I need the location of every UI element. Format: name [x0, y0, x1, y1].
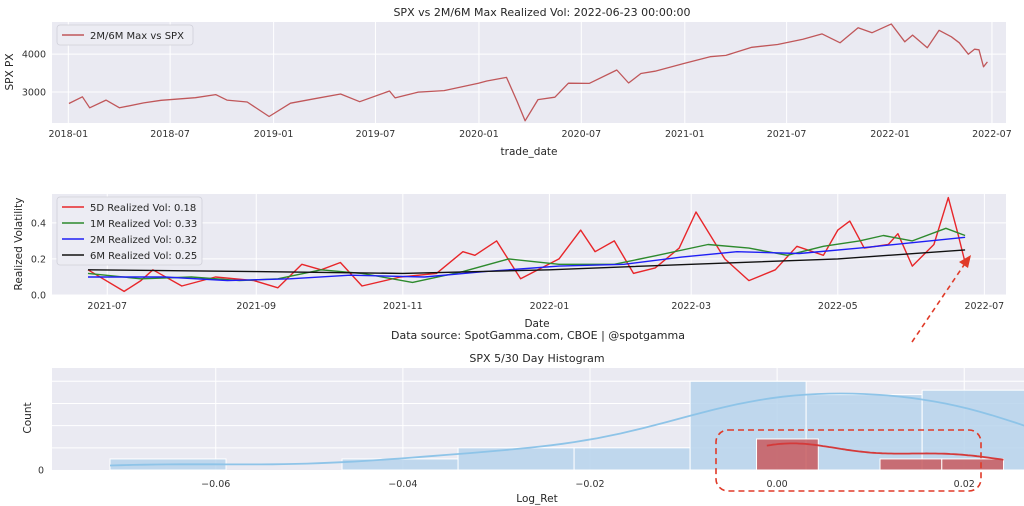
x-tick-label: 2022-07 [965, 301, 1005, 312]
source-note: Data source: SpotGamma.com, CBOE | @spot… [391, 329, 685, 342]
x-tick-label: −0.06 [201, 479, 230, 490]
chart-title-hist: SPX 5/30 Day Histogram [469, 352, 604, 365]
x-ticks-spx: 2018-01 2018-07 2019-01 2019-07 2020-01 2020-… [48, 129, 1011, 140]
y-axis-label-vol: Realized Volatility [13, 198, 25, 291]
legend-label-5d: 5D Realized Vol: 0.18 [90, 203, 196, 214]
y-tick-label: 4000 [22, 50, 46, 61]
x-tick-label: 2021-09 [236, 301, 276, 312]
y-tick-label: 0 [38, 466, 44, 477]
x-tick-label: 2018-07 [150, 129, 190, 140]
histogram-bar [573, 447, 691, 471]
grid-spx [52, 22, 1006, 123]
legend-label-2m: 2M Realized Vol: 0.32 [90, 235, 197, 246]
chart-title-spx: SPX vs 2M/6M Max Realized Vol: 2022-06-2… [393, 6, 690, 19]
x-axis-label-vol: Date [524, 318, 549, 330]
spx-price-chart: SPX vs 2M/6M Max Realized Vol: 2022-06-2… [4, 6, 1012, 158]
plot-area-spx [52, 22, 1006, 123]
x-tick-label: 2021-07 [767, 129, 807, 140]
kde-curve-30day [109, 392, 1024, 467]
legend-box-spx [56, 24, 194, 46]
x-tick-label: 2021-07 [87, 301, 127, 312]
y-tick-label: 0.0 [31, 291, 46, 302]
series-vol [87, 196, 966, 293]
y-tick-label: 3000 [22, 87, 46, 98]
histogram-chart: SPX 5/30 Day Histogram −0.06 −0.04 −0.02 0.… [22, 352, 1024, 505]
x-tick-label: −0.04 [388, 479, 417, 490]
histogram-bar [941, 458, 1005, 471]
series-spx [68, 23, 988, 122]
kde-curve-5day [766, 442, 1004, 461]
x-tick-label: 2022-03 [671, 301, 711, 312]
legend-box-vol [56, 196, 203, 266]
y-ticks-vol: 0.0 0.2 0.4 [31, 218, 46, 301]
legend-label-6m: 6M Realized Vol: 0.25 [90, 251, 197, 262]
annotation-arrow-head [959, 255, 971, 268]
series-line-4 [87, 249, 966, 275]
annotation-arrow-line [911, 261, 967, 343]
x-axis-label-hist: Log_Ret [516, 493, 557, 505]
x-tick-label: 2018-01 [48, 129, 88, 140]
x-tick-label: 2020-01 [459, 129, 499, 140]
highlight-box [715, 429, 982, 492]
x-tick-label: 2022-01 [530, 301, 570, 312]
x-axis-label-spx: trade_date [501, 146, 558, 158]
histogram-bar [805, 394, 923, 471]
x-tick-label: 2021-11 [383, 301, 423, 312]
legend-label-1m: 1M Realized Vol: 0.33 [90, 219, 197, 230]
legend-vol: 5D Realized Vol: 0.18 1M Realized Vol: 0… [56, 196, 203, 266]
y-ticks-spx: 3000 4000 [22, 50, 46, 99]
legend-spx: 2M/6M Max vs SPX [56, 24, 194, 46]
x-tick-label: 2021-01 [665, 129, 705, 140]
x-tick-label: 0.00 [767, 479, 788, 490]
x-tick-label: 2019-07 [356, 129, 396, 140]
series-line-3 [88, 236, 966, 282]
histogram-bar [457, 447, 575, 471]
y-tick-label: 0.2 [31, 254, 46, 265]
series-line-1 [68, 23, 988, 122]
x-tick-label: −0.02 [575, 479, 604, 490]
y-ticks-hist: 0 [38, 466, 44, 477]
histogram-kde [109, 392, 1024, 467]
x-tick-label: 2019-01 [254, 129, 294, 140]
annotation-arrow [911, 255, 971, 343]
histogram-bar [879, 458, 943, 471]
realized-vol-chart: 2021-07 2021-09 2021-11 2022-01 2022-03 2022-… [13, 194, 1006, 343]
y-axis-label-spx: SPX PX [4, 53, 16, 90]
y-axis-label-hist: Count [22, 402, 34, 433]
x-tick-label: 0.02 [954, 479, 975, 490]
x-ticks-vol: 2021-07 2021-09 2021-11 2022-01 2022-03 2022-… [87, 301, 1004, 312]
x-ticks-hist: −0.06 −0.04 −0.02 0.00 0.02 [201, 479, 975, 490]
x-tick-label: 2022-07 [972, 129, 1012, 140]
x-tick-label: 2022-05 [818, 301, 858, 312]
y-tick-label: 0.4 [31, 218, 46, 229]
x-tick-label: 2020-07 [561, 129, 601, 140]
x-tick-label: 2022-01 [870, 129, 910, 140]
legend-label-spx: 2M/6M Max vs SPX [90, 31, 184, 42]
